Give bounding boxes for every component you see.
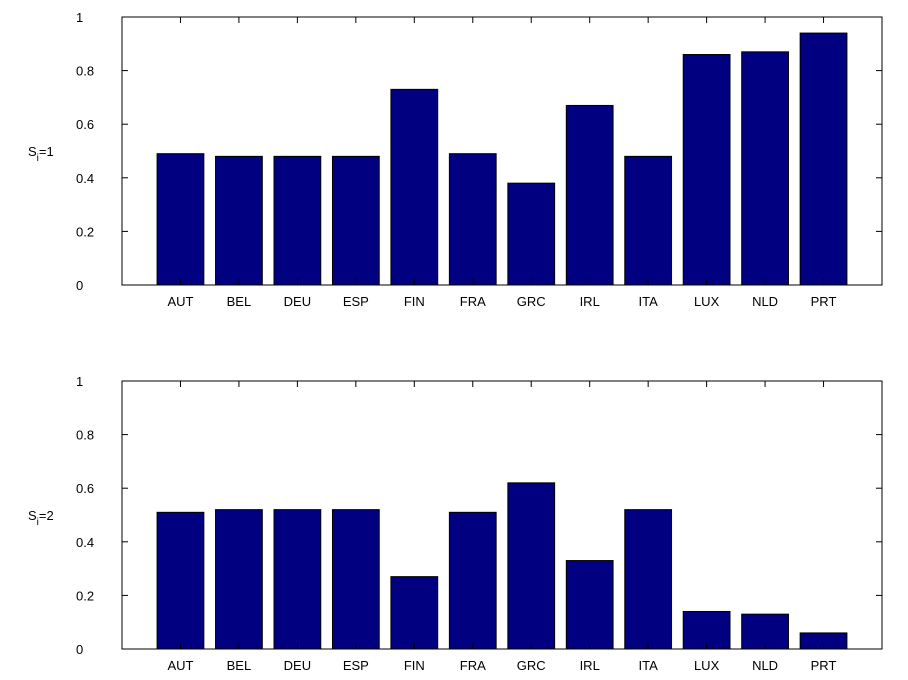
bottom-bar-ita	[624, 509, 673, 650]
bottom-ytick-label: 0.8	[76, 428, 94, 443]
top-xtick-label-nld: NLD	[752, 294, 778, 309]
bottom-ytick-label: 0	[76, 642, 83, 657]
top-panel: 0 0.2 0.4 0.6 0.8 1 AUT BEL DEU ESP FIN FRA GRC IRL IT…	[28, 10, 883, 309]
top-xtick-label-esp: ESP	[343, 294, 369, 309]
bottom-panel: 0 0.2 0.4 0.6 0.8 1 AUT BEL DEU ESP FIN FRA GRC IRL IT…	[28, 374, 883, 673]
top-ytick-label: 0.8	[76, 64, 94, 79]
top-ytick-label: 0.4	[76, 171, 94, 186]
bottom-xtick-label-ita: ITA	[639, 658, 659, 673]
bottom-xtick-label-grc: GRC	[517, 658, 546, 673]
top-bar-irl	[565, 104, 614, 286]
top-bar-grc	[507, 182, 556, 286]
top-bar-aut	[156, 153, 205, 286]
top-xtick-label-prt: PRT	[811, 294, 837, 309]
top-xtick-label-deu: DEU	[284, 294, 311, 309]
top-bar-fra	[448, 153, 497, 286]
bottom-bar-deu	[273, 509, 322, 650]
bottom-xtick-label-esp: ESP	[343, 658, 369, 673]
top-bar-esp	[331, 155, 380, 286]
bottom-bar-lux	[682, 610, 731, 650]
top-xtick-label-lux: LUX	[694, 294, 720, 309]
top-bar-nld	[741, 51, 789, 286]
bottom-bar-irl	[565, 560, 614, 650]
bottom-bar-fin	[390, 576, 439, 650]
top-xtick-label-fra: FRA	[460, 294, 486, 309]
top-axes-frame	[121, 16, 883, 286]
bottom-xtick-label-lux: LUX	[694, 658, 720, 673]
top-bar-lux	[682, 54, 731, 286]
bottom-ytick-label: 0.6	[76, 481, 94, 496]
bottom-xtick-label-irl: IRL	[580, 658, 600, 673]
top-ytick-label: 0	[76, 278, 83, 293]
bottom-xtick-label-nld: NLD	[752, 658, 778, 673]
bottom-bar-fra	[448, 511, 497, 650]
top-ytick-label: 0.2	[76, 224, 94, 239]
bottom-ytick-label: 1	[76, 374, 83, 389]
bottom-xtick-label-prt: PRT	[811, 658, 837, 673]
bottom-ytick-label: 0.2	[76, 588, 94, 603]
bottom-axes-frame	[121, 380, 883, 650]
bottom-bar-grc	[507, 482, 556, 650]
top-bar-ita	[624, 155, 673, 286]
bottom-xtick-label-fin: FIN	[404, 658, 425, 673]
bottom-xtick-label-aut: AUT	[167, 658, 193, 673]
bottom-xtick-label-deu: DEU	[284, 658, 311, 673]
bottom-xtick-label-bel: BEL	[227, 658, 252, 673]
top-xtick-label-grc: GRC	[517, 294, 546, 309]
top-xtick-label-irl: IRL	[580, 294, 600, 309]
top-ylabel: Si=1	[28, 144, 54, 164]
bottom-bar-esp	[331, 509, 380, 650]
top-bar-bel	[215, 155, 263, 286]
top-bar-prt	[799, 32, 848, 286]
bottom-xtick-label-fra: FRA	[460, 658, 486, 673]
top-bar-deu	[273, 155, 322, 286]
bottom-bar-aut	[156, 511, 205, 650]
top-ytick-label: 1	[76, 10, 83, 25]
top-xtick-label-fin: FIN	[404, 294, 425, 309]
top-xtick-label-aut: AUT	[167, 294, 193, 309]
bottom-ytick-label: 0.4	[76, 535, 94, 550]
top-xtick-label-bel: BEL	[227, 294, 252, 309]
bottom-ylabel: Si=2	[28, 508, 54, 528]
top-ytick-label: 0.6	[76, 117, 94, 132]
bottom-bar-bel	[215, 509, 263, 650]
top-bar-fin	[390, 88, 439, 286]
top-xtick-label-ita: ITA	[639, 294, 659, 309]
